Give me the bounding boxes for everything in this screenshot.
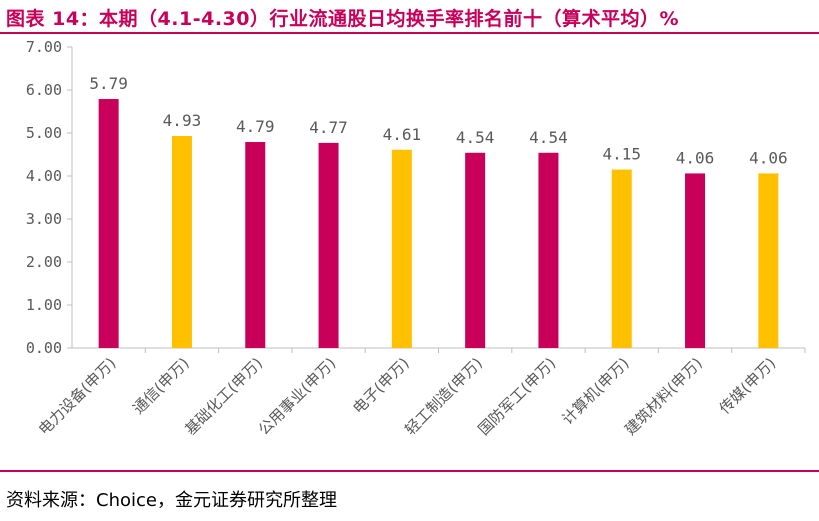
y-tick-label: 5.00 [26,124,62,142]
data-label: 4.06 [749,148,788,167]
x-tick-label: 电子(申万) [349,354,412,417]
data-label: 4.61 [383,125,422,144]
y-tick-label: 7.00 [26,38,62,56]
y-tick-label: 1.00 [26,296,62,314]
bar [391,149,412,348]
bar [245,142,266,348]
bar [465,152,486,348]
source-note: 资料来源：Choice，金元证券研究所整理 [6,490,337,511]
x-tick-label: 通信(申万) [129,354,192,417]
data-label: 4.77 [309,118,348,137]
y-tick-label: 0.00 [26,339,62,357]
x-tick-label: 传媒(申万) [716,354,779,417]
x-tick-label: 计算机(申万) [559,354,633,428]
x-tick-label: 电力设备(申万) [35,354,120,439]
data-label: 4.79 [236,117,275,136]
footer-divider [0,470,819,472]
bar-chart: 0.00 1.00 2.00 3.00 4.00 5.00 6.00 7.00 5.79 电力设备… [26,38,806,439]
bar [758,173,779,348]
data-label: 4.54 [529,128,568,147]
y-tick-label: 4.00 [26,167,62,185]
data-label: 4.06 [676,148,715,167]
bar [611,169,632,348]
bar [98,99,119,348]
y-tick-label: 6.00 [26,81,62,99]
bar [538,152,559,348]
x-tick-label: 建筑材料(申万) [621,354,706,439]
data-label: 4.15 [602,145,641,164]
data-label: 4.54 [456,128,495,147]
data-label: 4.93 [163,111,202,130]
data-label: 5.79 [89,74,128,93]
x-tick-label: 国防军工(申万) [475,354,560,439]
bar [685,173,706,348]
x-tick-label: 公用事业(申万) [255,354,340,439]
chart-title: 图表 14：本期（4.1-4.30）行业流通股日均换手率排名前十（算术平均）% [6,8,680,30]
bar [171,136,192,348]
bar [318,142,339,348]
y-tick-label: 3.00 [26,210,62,228]
y-tick-label: 2.00 [26,253,62,271]
title-divider [0,32,819,34]
